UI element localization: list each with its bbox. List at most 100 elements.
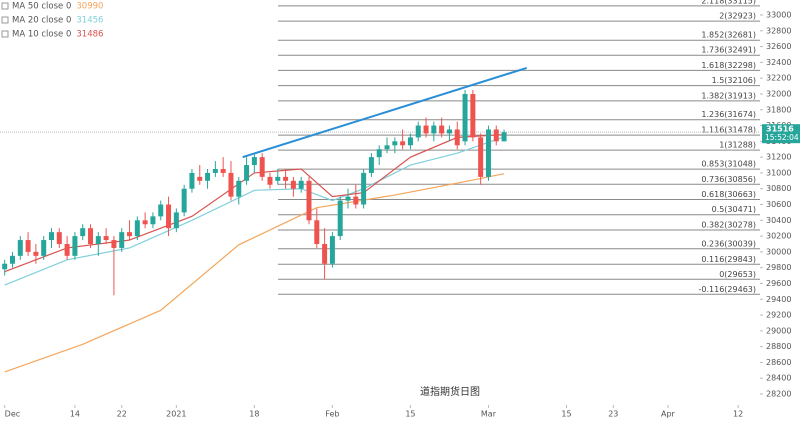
- trendline: [242, 66, 527, 159]
- y-tick-label: 28600: [766, 358, 791, 367]
- candle-body: [80, 228, 86, 237]
- y-tick-label: 30600: [766, 200, 791, 209]
- candle-body: [119, 232, 125, 248]
- candle-body: [212, 168, 218, 173]
- y-tick-label: 29000: [766, 326, 791, 335]
- fib-label: 0.382(30278): [701, 220, 756, 229]
- candle-body: [41, 240, 47, 256]
- fib-label: 0.853(31048): [701, 160, 756, 169]
- candle-body: [462, 93, 468, 142]
- candle-body: [259, 157, 265, 177]
- candle-body: [337, 200, 343, 237]
- candle-body: [205, 172, 211, 181]
- candle-body: [485, 129, 491, 177]
- y-tick-label: 30000: [766, 247, 791, 256]
- candle-body: [267, 176, 273, 185]
- candle-body: [48, 232, 54, 241]
- candle-body: [454, 129, 460, 146]
- y-tick-label: 29200: [766, 311, 791, 320]
- candle-body: [244, 165, 250, 181]
- candle-body: [283, 176, 289, 181]
- price-label-box: [762, 124, 800, 144]
- candle-body: [158, 204, 164, 217]
- fib-label: 0.236(30039): [701, 239, 756, 248]
- candle-body: [493, 129, 499, 142]
- candle-body: [111, 240, 117, 248]
- y-tick-label: 30400: [766, 216, 791, 225]
- candle-body: [501, 132, 507, 142]
- candle-body: [134, 220, 140, 237]
- candle-body: [431, 125, 437, 134]
- fib-label: 2.118(33115): [701, 0, 756, 5]
- candle-body: [353, 196, 359, 205]
- price-label-time: 15:52:04: [765, 133, 799, 142]
- candle-body: [361, 172, 367, 205]
- candle-body: [142, 220, 148, 225]
- x-tick-label: Dec: [5, 410, 20, 419]
- y-tick-label: 32600: [766, 42, 791, 51]
- legend-value: 31486: [76, 30, 103, 40]
- candle-body: [329, 236, 335, 264]
- legend: MA 50 close 0 30990 MA 20 close 0 31456 MA 1…: [1, 2, 103, 40]
- y-tick-label: 28200: [766, 390, 791, 399]
- candle-body: [103, 236, 109, 241]
- candle-body: [439, 125, 445, 134]
- candle-body: [392, 141, 398, 146]
- candle-body: [290, 180, 296, 189]
- candle-body: [25, 240, 31, 252]
- candle-body: [189, 172, 195, 189]
- watermark: 道指期货日图: [420, 385, 480, 398]
- candle-body: [220, 168, 226, 173]
- candle-body: [228, 172, 234, 197]
- fib-label: 1.736(32491): [701, 46, 756, 55]
- fib-label: 1.618(32298): [701, 61, 756, 70]
- candle-body: [446, 129, 452, 134]
- ma-line: [4, 173, 505, 373]
- fib-label: 0.5(30471): [712, 205, 756, 214]
- y-tick-label: 29600: [766, 279, 791, 288]
- x-tick-label: 14: [70, 410, 80, 419]
- candle-body: [322, 243, 328, 264]
- legend-label: MA 50 close 0: [12, 2, 71, 12]
- candle-body: [95, 236, 101, 244]
- candle-body: [415, 125, 421, 138]
- x-tick-label: 22: [117, 410, 127, 419]
- x-tick-label: 15: [561, 410, 571, 419]
- candle-body: [72, 236, 78, 256]
- y-tick-label: 32200: [766, 74, 791, 83]
- candle-body: [17, 240, 23, 256]
- x-tick-label: Feb: [325, 410, 339, 419]
- candle-body: [314, 220, 320, 244]
- price-label-value: 31516: [766, 125, 794, 134]
- candle-body: [64, 243, 70, 256]
- candle-body: [407, 137, 413, 146]
- candle-body: [384, 145, 390, 150]
- y-tick-label: 31800: [766, 105, 791, 114]
- candle-body: [478, 137, 484, 177]
- y-tick-label: 31200: [766, 153, 791, 162]
- y-tick-label: 33000: [766, 11, 791, 20]
- candle-body: [56, 232, 62, 244]
- y-tick-label: 28800: [766, 342, 791, 351]
- legend-label: MA 10 close 0: [12, 30, 71, 40]
- y-tick-label: 30800: [766, 184, 791, 193]
- x-tick-label: Apr: [661, 410, 676, 419]
- x-tick-label: 15: [405, 410, 415, 419]
- candle-body: [166, 204, 172, 229]
- fib-label: 1.382(31913): [701, 91, 756, 100]
- fib-label: 1.5(32106): [712, 76, 756, 85]
- candle-body: [2, 263, 8, 270]
- fib-label: 0.618(30663): [701, 190, 756, 199]
- fib-label: 0(29653): [719, 270, 756, 279]
- candle-body: [150, 216, 156, 225]
- fib-label: 0.116(29843): [701, 255, 756, 264]
- candle-body: [197, 176, 203, 181]
- y-tick-label: 28400: [766, 374, 791, 383]
- candle-body: [306, 180, 312, 221]
- legend-swatch: [1, 16, 9, 24]
- y-tick-label: 32000: [766, 89, 791, 98]
- candle-body: [88, 228, 94, 244]
